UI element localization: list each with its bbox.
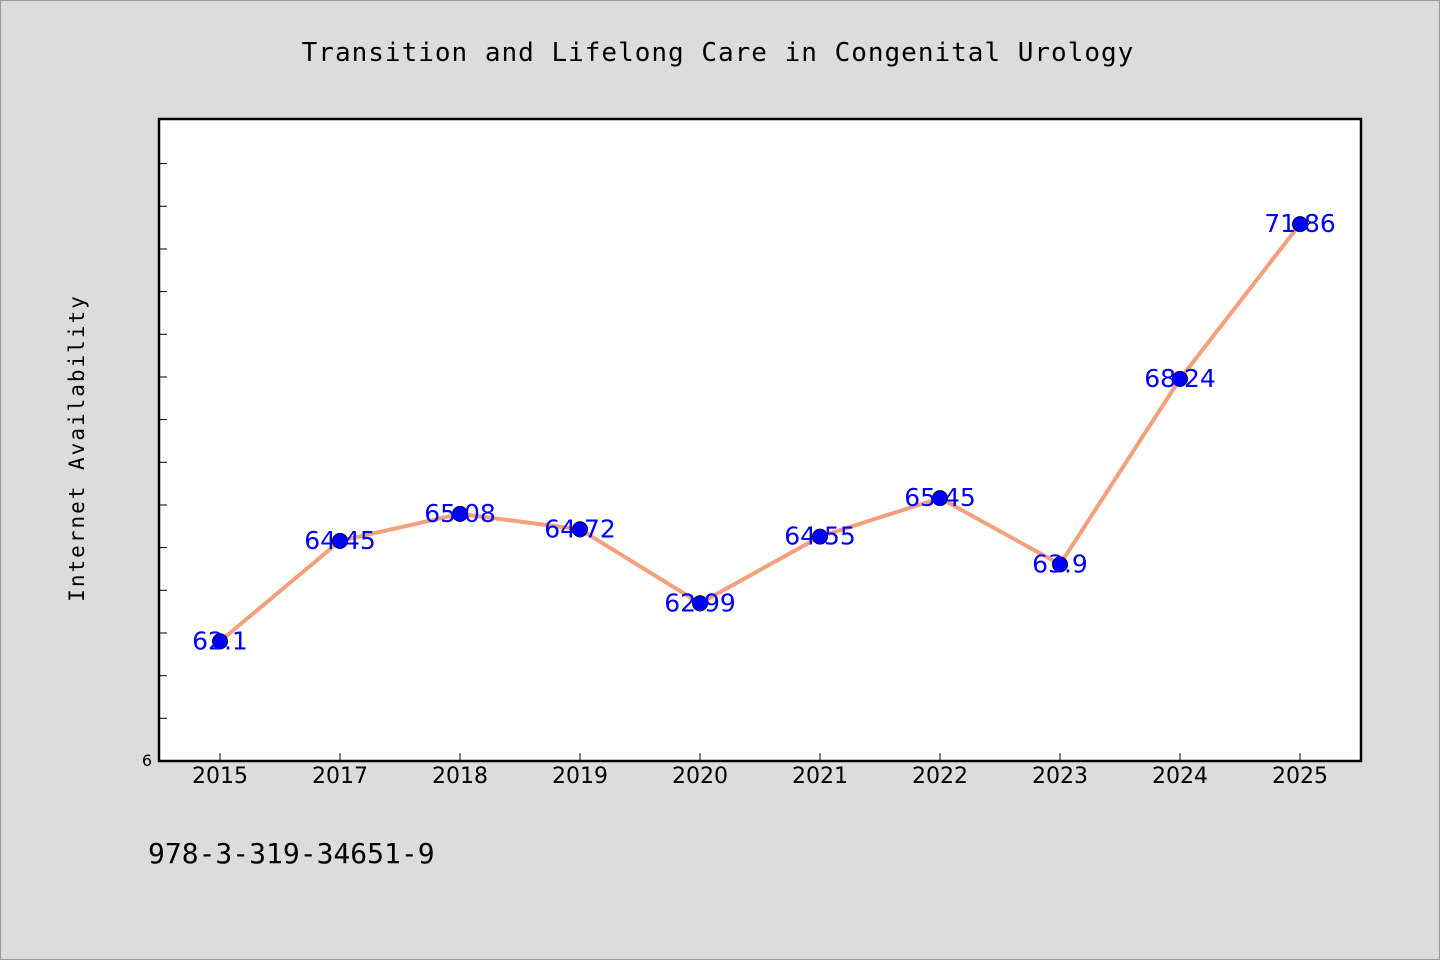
- data-point-marker: [1052, 556, 1068, 573]
- data-point-marker: [332, 532, 348, 549]
- data-point-marker: [1172, 370, 1188, 387]
- x-tick-label: 2018: [432, 764, 488, 789]
- x-axis-ticks: [219, 753, 1301, 761]
- data-labels: 62.1 64.45 65.08 64.72 62.99 64.55 65.45 63.9 68…: [192, 209, 1336, 655]
- x-tick-label: 2015: [192, 764, 248, 789]
- x-tick-label: 2023: [1032, 764, 1088, 789]
- x-tick-label: 2024: [1152, 764, 1208, 789]
- series-line-group: [218, 222, 1302, 644]
- data-label: 65.45: [904, 483, 976, 512]
- data-point-marker: [452, 505, 468, 522]
- x-tick-label: 2017: [312, 764, 368, 789]
- series-line-segment: [578, 527, 702, 606]
- data-label: 68.24: [1144, 364, 1216, 393]
- x-tick-label: 2021: [792, 764, 848, 789]
- y-axis-ticks: [159, 163, 167, 719]
- data-point-marker: [932, 490, 948, 507]
- isbn-footer: 978-3-319-34651-9: [148, 837, 435, 870]
- y-tick-label: 6: [142, 751, 152, 770]
- data-label: 71.86: [1264, 209, 1336, 238]
- data-point-marker: [692, 595, 708, 612]
- x-tick-label: 2022: [912, 764, 968, 789]
- plot-area: [157, 117, 1363, 763]
- series-line-segment: [218, 538, 342, 644]
- x-tick-label: 2019: [552, 764, 608, 789]
- series-line-segment: [938, 496, 1062, 567]
- x-tick-labels: 2015 2017 2018 2019 2020 2021 2022 2023 2024 2025: [192, 764, 1328, 789]
- series-line-segment: [458, 511, 582, 532]
- x-tick-label: 2025: [1272, 764, 1328, 789]
- data-label: 63.9: [1032, 549, 1088, 578]
- series-line-segment: [698, 534, 822, 606]
- series-line-segment: [818, 496, 942, 539]
- data-label: 65.08: [424, 499, 496, 528]
- data-point-marker: [1292, 216, 1308, 233]
- series-line-segment: [1058, 376, 1182, 567]
- data-point-marker: [212, 633, 228, 650]
- y-axis-label: Internet Availability: [65, 294, 89, 602]
- x-tick-label: 2020: [672, 764, 728, 789]
- chart-title: Transition and Lifelong Care in Congenit…: [302, 38, 1135, 68]
- data-point-marker: [572, 521, 588, 538]
- data-label: 62.99: [664, 588, 736, 617]
- data-label: 64.45: [304, 526, 376, 555]
- series-line-segment: [1178, 222, 1302, 381]
- data-label: 64.55: [784, 522, 856, 551]
- data-point-marker: [812, 528, 828, 545]
- series-markers: [212, 216, 1308, 650]
- series-line-segment: [338, 511, 462, 543]
- data-label: 62.1: [192, 626, 248, 655]
- data-label: 64.72: [544, 514, 616, 543]
